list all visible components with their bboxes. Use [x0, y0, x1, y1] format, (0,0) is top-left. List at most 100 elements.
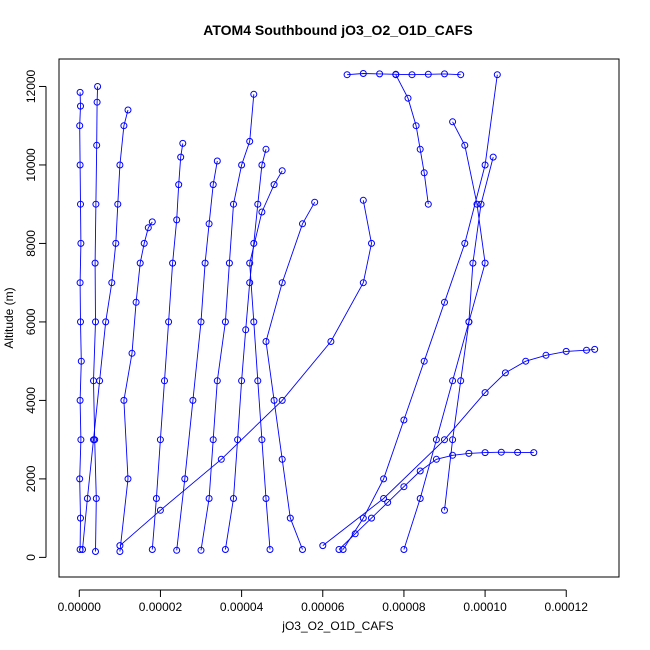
- data-point: [351, 530, 359, 538]
- data-point: [319, 542, 327, 550]
- data-point: [270, 181, 278, 189]
- data-point: [173, 216, 181, 224]
- data-point: [116, 161, 124, 169]
- data-point: [400, 546, 408, 553]
- y-tick-label: 8000: [24, 230, 38, 257]
- data-point: [238, 161, 246, 169]
- data-point: [102, 318, 110, 326]
- data-point: [169, 259, 177, 267]
- x-tick-label: 0.00012: [545, 600, 589, 614]
- data-point: [359, 196, 367, 204]
- data-point: [91, 259, 99, 267]
- data-point: [209, 181, 217, 189]
- data-point: [254, 200, 262, 208]
- data-point: [201, 259, 209, 267]
- data-point: [335, 546, 343, 553]
- data-point: [258, 161, 266, 169]
- data-point: [77, 102, 84, 110]
- data-point: [583, 346, 590, 354]
- y-tick-label: 2000: [24, 465, 38, 492]
- x-tick-label: 0.00006: [301, 600, 345, 614]
- data-point: [339, 546, 347, 553]
- data-point: [197, 318, 205, 326]
- data-point: [420, 357, 428, 365]
- data-point: [148, 546, 156, 553]
- data-point: [420, 169, 428, 177]
- series-line-7: [224, 149, 267, 550]
- data-point: [254, 377, 262, 385]
- x-axis: 0.00000 0.00002 0.00004 0.00006 0.00008 0.000…: [58, 589, 589, 614]
- data-point: [258, 208, 266, 216]
- series-line-13: [322, 348, 595, 546]
- data-point: [376, 70, 384, 78]
- data-point: [542, 351, 550, 359]
- plot-data-layer: [76, 70, 599, 555]
- series-line-5: [176, 160, 218, 551]
- data-point: [432, 436, 440, 444]
- data-point: [76, 122, 84, 130]
- data-point: [181, 475, 189, 483]
- data-point: [161, 377, 168, 385]
- data-point: [359, 279, 367, 287]
- data-point: [93, 141, 101, 149]
- data-point: [234, 436, 242, 444]
- series-line-15: [444, 156, 494, 511]
- data-point: [469, 259, 477, 267]
- data-point: [465, 449, 473, 457]
- data-point: [96, 377, 104, 385]
- data-point: [514, 448, 522, 456]
- data-point: [270, 396, 278, 404]
- x-axis-label: jO3_O2_O1D_CAFS: [281, 619, 393, 633]
- data-point: [481, 259, 489, 267]
- series-line-8: [249, 170, 283, 550]
- series-line-0: [79, 92, 82, 550]
- x-tick-label: 0.00002: [139, 600, 183, 614]
- data-point: [368, 239, 375, 247]
- data-point: [311, 198, 319, 206]
- data-point: [416, 145, 424, 153]
- series-line-14: [403, 121, 486, 550]
- data-point: [461, 141, 469, 149]
- data-point: [77, 318, 84, 326]
- data-point: [221, 318, 229, 326]
- data-point: [242, 326, 250, 334]
- series-line-12: [338, 451, 534, 550]
- data-point: [461, 239, 469, 247]
- data-point: [424, 70, 432, 78]
- data-point: [148, 218, 156, 226]
- series-line-3: [119, 221, 153, 552]
- data-point: [441, 298, 448, 306]
- data-point: [77, 514, 84, 522]
- data-point: [238, 377, 246, 385]
- data-point: [278, 396, 286, 404]
- data-point: [412, 122, 420, 130]
- data-point: [262, 338, 270, 345]
- data-point: [83, 495, 91, 502]
- data-point: [286, 514, 294, 522]
- data-point: [359, 514, 367, 522]
- data-point: [205, 495, 213, 502]
- data-point: [530, 449, 538, 457]
- data-point: [441, 70, 448, 78]
- data-point: [416, 467, 424, 475]
- data-point: [449, 377, 457, 385]
- series-line-11: [342, 74, 498, 550]
- data-point: [384, 498, 392, 506]
- data-point: [327, 338, 335, 345]
- data-point: [77, 200, 84, 208]
- y-tick-label: 6000: [24, 308, 38, 335]
- data-point: [144, 224, 152, 232]
- data-point: [197, 546, 205, 554]
- data-point: [493, 71, 501, 79]
- data-point: [299, 546, 306, 553]
- data-point: [457, 71, 465, 79]
- x-tick-label: 0.00008: [382, 600, 426, 614]
- data-point: [165, 318, 173, 326]
- x-tick-label: 0.00000: [58, 600, 102, 614]
- data-point: [250, 318, 258, 326]
- y-tick-label: 12000: [24, 69, 38, 103]
- data-point: [416, 495, 424, 502]
- data-point: [112, 239, 120, 247]
- y-tick-label: 4000: [24, 387, 38, 414]
- data-point: [90, 436, 97, 444]
